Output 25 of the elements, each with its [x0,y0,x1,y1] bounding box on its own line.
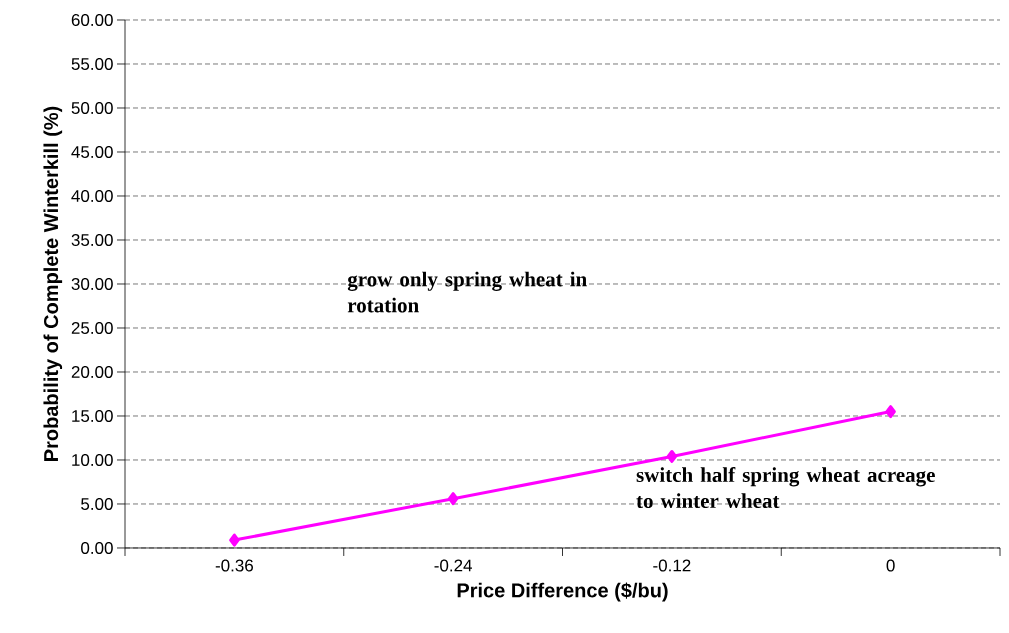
x-tick-label: -0.12 [653,559,691,572]
point [229,533,240,547]
y-tick-label: 30.00 [71,277,113,291]
y-tick-label: 50.00 [71,101,113,115]
point [885,405,896,419]
x-tick-label: -0.36 [215,559,253,572]
x-axis-title: Price Difference ($/bu) [457,582,668,602]
point [666,449,678,463]
y-tick-label: 40.00 [71,189,113,203]
y-tick-label: 45.00 [71,145,113,159]
annotation: grow only spring wheat in rotation [347,271,587,313]
y-tick-label: 5.00 [81,497,113,511]
y-tick-label: 55.00 [71,57,113,71]
y-tick-label: 15.00 [72,409,113,423]
y-tick-label: 60.00 [71,13,113,27]
y-tick-label: 20.00 [71,365,113,379]
y-tick-label: 10.00 [72,453,113,467]
x-tick-label: -0.24 [434,559,472,572]
y-tick-label: 25.00 [71,321,113,335]
point [447,492,459,506]
x-tick-label: 0 [886,559,895,572]
y-axis-title: Probability of Complete Winterkill (%) [43,106,63,461]
annotation: switch half spring wheat acreage to winter wheat [636,467,935,509]
y-tick-label: 0.00 [81,541,113,555]
y-tick-label: 35.00 [71,233,113,247]
